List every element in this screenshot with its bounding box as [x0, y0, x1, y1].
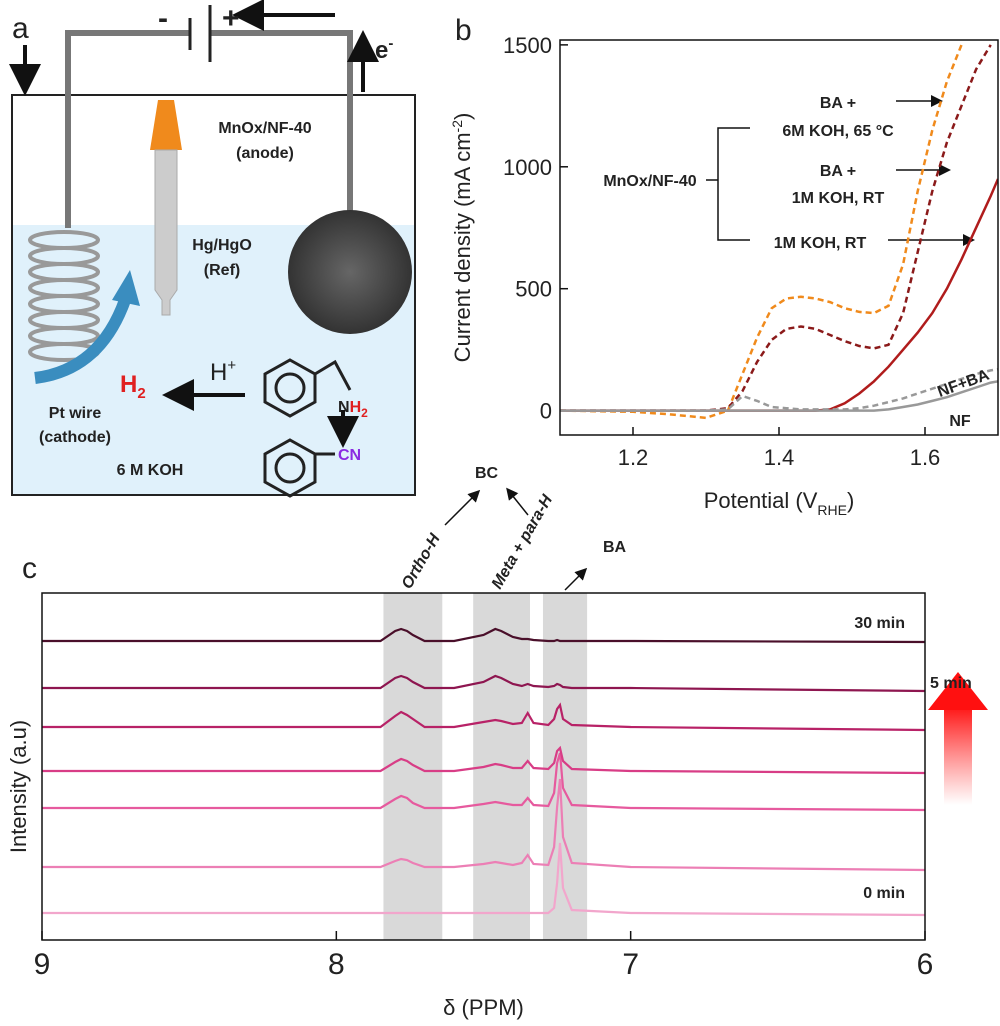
- y-axis-label-sup: -2: [449, 120, 465, 133]
- x-tick-label: 1.2: [618, 445, 649, 470]
- panel-label: a: [12, 12, 29, 45]
- region-label: Ortho-H: [399, 531, 444, 592]
- proton: H+: [210, 357, 236, 386]
- x-axis-label-part: Potential (V: [704, 488, 818, 513]
- x-axis-label-part: ): [847, 488, 854, 513]
- region-label: BA: [603, 539, 627, 556]
- line: [560, 380, 998, 412]
- x-tick-label: 1.6: [910, 445, 941, 470]
- ref-label: (Ref): [204, 262, 240, 279]
- x-tick-label: 6: [917, 948, 934, 981]
- amine: NH2: [338, 399, 368, 420]
- benzonitrile: [263, 438, 335, 498]
- cathode-label: Pt wire: [49, 405, 102, 422]
- time-arrow: [944, 705, 972, 805]
- y-axis-label-part: ): [450, 113, 475, 120]
- wire: [65, 30, 190, 228]
- electron: e-: [375, 35, 393, 64]
- series-label: BA +: [820, 95, 856, 112]
- y-tick-label: 0: [540, 399, 552, 424]
- spectrum: [42, 752, 926, 812]
- spectrum: [42, 627, 926, 644]
- line: [560, 178, 998, 412]
- spectrum: [42, 778, 926, 872]
- x-tick-label: 1.4: [764, 445, 795, 470]
- y-tick-label: 1000: [503, 155, 552, 180]
- ref-cap: [150, 100, 182, 150]
- panel-label: b: [455, 14, 472, 47]
- blue-arrow: [34, 297, 131, 384]
- spectrum: [42, 674, 926, 693]
- hydrogen: H2: [120, 371, 146, 402]
- line: [560, 367, 998, 412]
- spectrum: [42, 702, 926, 732]
- time-label: 30 min: [854, 615, 905, 632]
- electrolyte-label: 6 M KOH: [117, 462, 184, 479]
- spectrum: [42, 745, 926, 775]
- anode-disk: [288, 210, 412, 334]
- frame: [559, 39, 999, 436]
- nitrile: CN: [338, 447, 361, 464]
- line: [560, 44, 992, 412]
- label-arrows: [444, 487, 588, 591]
- y-axis-label-part: Current density (mA cm: [450, 132, 475, 362]
- region: [383, 593, 443, 940]
- y-tick-label: 1500: [503, 33, 552, 58]
- group-label: MnOx/NF-40: [603, 173, 696, 190]
- ref-tube: [154, 149, 178, 316]
- ref-label: Hg/HgO: [192, 237, 252, 254]
- product-label: BC: [475, 465, 499, 482]
- region-label: Meta + para-H: [489, 492, 557, 592]
- y-tick-label: 500: [515, 277, 552, 302]
- x-axis-label: δ (PPM): [443, 995, 524, 1020]
- series-label: 1M KOH, RT: [792, 190, 885, 207]
- x-axis-label-sub: RHE: [817, 502, 847, 518]
- y-axis-label: Current density (mA cm-2): [449, 113, 475, 363]
- series-label: BA +: [820, 163, 856, 180]
- line: [560, 44, 963, 420]
- series-label: 6M KOH, 65 °C: [782, 123, 894, 140]
- minus: -: [158, 2, 168, 35]
- x-tick-label: 7: [622, 948, 639, 981]
- x-axis-label: Potential (VRHE): [704, 488, 855, 518]
- x-tick-label: 9: [34, 948, 51, 981]
- spectrum: [42, 842, 926, 917]
- panel-a: a - + e- MnOx/NF-40 (anode) Hg/HgO (Ref)…: [9, 0, 416, 498]
- cathode-label: (cathode): [39, 429, 111, 446]
- time-arrow-head: [928, 672, 988, 710]
- blue-arrow-head: [112, 270, 140, 306]
- series-label: NF: [949, 413, 971, 430]
- series-label: 1M KOH, RT: [774, 235, 867, 252]
- anode-label: MnOx/NF-40: [218, 120, 311, 137]
- time-label: 0 min: [863, 885, 905, 902]
- frame: [41, 592, 926, 941]
- time-label: 5 min: [930, 675, 972, 692]
- cell: [11, 94, 416, 496]
- x-tick-label: 8: [328, 948, 345, 981]
- panel-label: c: [22, 552, 37, 585]
- y-axis-label: Intensity (a.u): [6, 720, 31, 853]
- plus: +: [222, 2, 240, 35]
- benzylamine: [263, 358, 352, 418]
- series-label: NF+BA: [935, 366, 992, 401]
- anode-label: (anode): [236, 145, 294, 162]
